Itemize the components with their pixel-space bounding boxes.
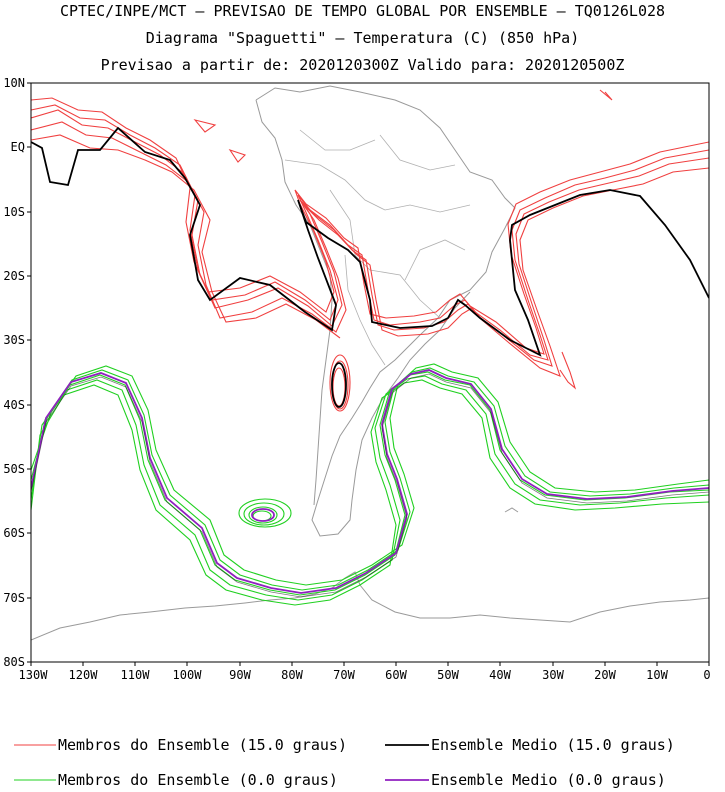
title-line-3: Previsao a partir de: 2020120300Z Valido… — [100, 56, 625, 74]
lon-label-10w: 10W — [646, 668, 668, 682]
south-georgia — [504, 507, 519, 513]
lat-label-80s: 80S — [3, 655, 25, 669]
lat-label-50s: 50S — [3, 462, 25, 476]
lat-label-40s: 40S — [3, 398, 25, 412]
members-15-contours — [31, 89, 709, 390]
lat-label-30s: 30S — [3, 333, 25, 347]
ensemble-mean-15-contour — [31, 126, 709, 357]
lon-label-40w: 40W — [489, 668, 511, 682]
lon-label-130w: 130W — [19, 668, 49, 682]
lat-label-10n: 10N — [3, 76, 25, 90]
lon-label-110w: 110W — [121, 668, 151, 682]
title-line-2: Diagrama "Spaguetti" — Temperatura (C) (… — [145, 29, 580, 47]
south-america-coastline — [255, 85, 516, 537]
lon-label-90w: 90W — [229, 668, 251, 682]
lon-label-120w: 120W — [69, 668, 99, 682]
lon-label-20w: 20W — [594, 668, 616, 682]
legend-label-mean-15: Ensemble Medio (15.0 graus) — [431, 736, 675, 754]
lat-ticks — [27, 82, 31, 663]
ensemble-mean-0-contour — [31, 369, 709, 594]
lat-labels: 10N EQ 10S 20S 30S 40S 50S 60S 70S 80S — [3, 76, 25, 669]
lat-label-eq: EQ — [11, 140, 25, 154]
ensemble-mean-0-contour-outline — [31, 373, 709, 598]
lat-label-60s: 60S — [3, 526, 25, 540]
legend: Membros do Ensemble (15.0 graus) Ensembl… — [14, 736, 675, 789]
lon-label-30w: 30W — [542, 668, 564, 682]
antarctica-coastline — [31, 571, 709, 641]
lon-labels: 130W 120W 110W 100W 90W 80W 70W 60W 50W … — [19, 668, 711, 682]
lon-label-80w: 80W — [281, 668, 303, 682]
country-borders — [284, 129, 471, 366]
legend-label-mean-0: Ensemble Medio (0.0 graus) — [431, 771, 666, 789]
lat-label-10s: 10S — [3, 205, 25, 219]
lat-label-20s: 20S — [3, 269, 25, 283]
lon-label-50w: 50W — [437, 668, 459, 682]
map-frame — [30, 82, 710, 663]
lon-label-100w: 100W — [173, 668, 203, 682]
legend-label-members-15: Membros do Ensemble (15.0 graus) — [58, 736, 347, 754]
lon-label-70w: 70W — [333, 668, 355, 682]
ensemble-mean-0-isolated — [251, 508, 275, 522]
lon-label-60w: 60W — [385, 668, 407, 682]
lon-label-0: 0 — [703, 668, 710, 682]
lat-label-70s: 70S — [3, 591, 25, 605]
members-0-contours — [31, 363, 709, 606]
title-line-1: CPTEC/INPE/MCT — PREVISAO DE TEMPO GLOBA… — [59, 2, 666, 20]
ensemble-mean-15-isolated — [331, 362, 347, 408]
legend-label-members-0: Membros do Ensemble (0.0 graus) — [58, 771, 338, 789]
members-0-isolated-contours — [238, 498, 292, 528]
lon-ticks — [30, 662, 710, 666]
